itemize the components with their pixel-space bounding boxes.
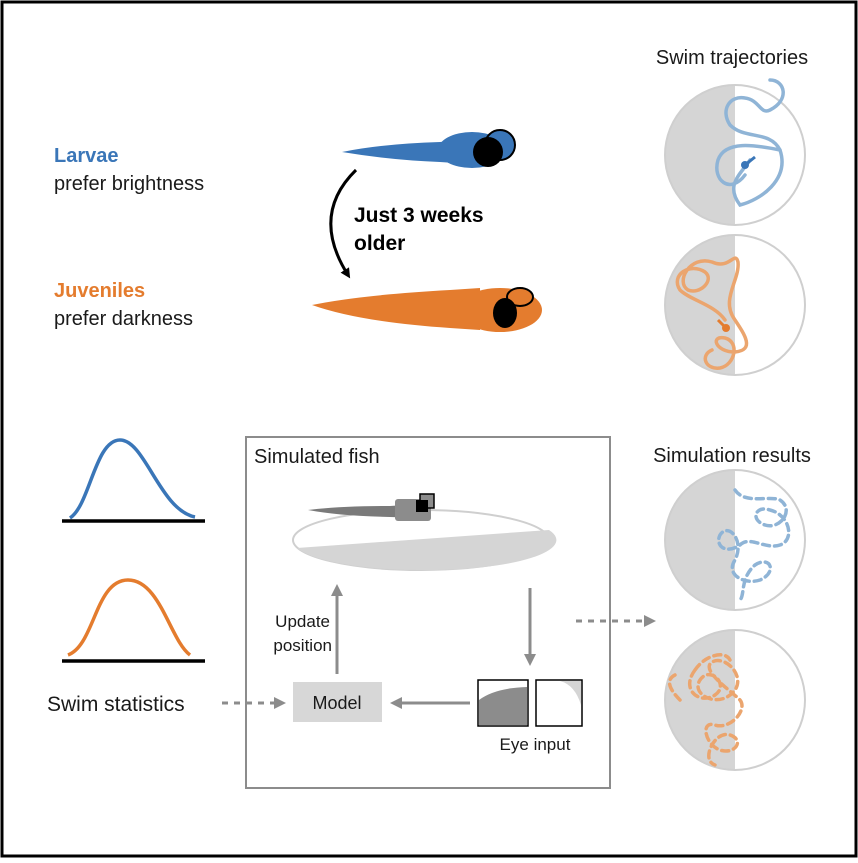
larva-fish-icon [342,129,516,168]
larvae-simulation-arena [664,469,806,611]
juveniles-swim-distribution [62,578,205,663]
age-arrow [329,168,358,279]
model-box [293,682,382,722]
swim-statistics-label: Swim statistics [47,693,185,716]
model-label: Model [312,693,361,713]
simulated-fish-title: Simulated fish [254,446,380,468]
eye-input-right-panel [535,679,583,727]
age-note-line2: older [354,232,405,255]
larvae-title: Larvae [54,145,119,167]
update-position-line2: position [273,636,332,655]
larvae-swim-distribution [62,438,205,523]
juvenile-fish-icon [312,287,542,332]
larvae-trajectory-arena [664,78,806,226]
simulation-results-title: Simulation results [653,445,811,467]
simulated-fish-box [245,436,611,789]
juveniles-trajectory-arena [664,234,806,376]
simulated-fish-icon [308,493,435,521]
age-note-line1: Just 3 weeks [354,204,484,227]
larvae-description: prefer brightness [54,173,204,195]
juveniles-description: prefer darkness [54,308,193,330]
juveniles-simulation-arena [664,629,806,771]
eye-input-label: Eye input [500,735,571,754]
trajectories-title: Swim trajectories [656,47,808,69]
juveniles-title: Juveniles [54,280,145,302]
update-position-line1: Update [275,612,330,631]
eye-input-left-panel [477,679,529,727]
